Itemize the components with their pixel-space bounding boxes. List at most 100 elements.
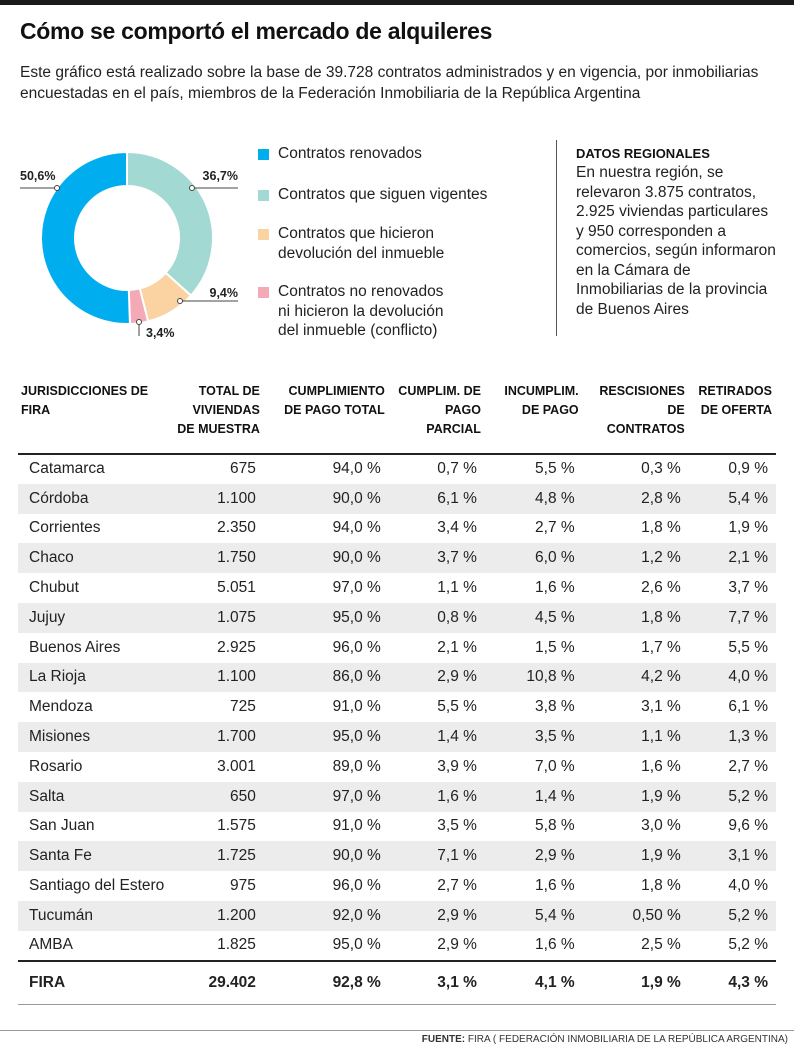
table-row: Santa Fe 1.725 90,0 % 7,1 % 2,9 % 1,9 % 3,1 % [18, 841, 776, 872]
vertical-divider [556, 140, 557, 336]
table-cell: 4,5 % [484, 602, 583, 633]
jurisdiction-name: Corrientes [29, 519, 101, 537]
table-row: Chaco 1.750 90,0 % 3,7 % 6,0 % 1,2 % 2,1 % [18, 543, 776, 574]
legend-label: Contratos no renovados ni hicieron la de… [278, 283, 444, 339]
table-cell: 1,8 % [641, 519, 681, 537]
bottom-rule [0, 1030, 794, 1031]
table-cell: 3,8 % [535, 698, 575, 716]
table-cell: 1,5 % [535, 638, 575, 656]
table-row: AMBA 1.825 95,0 % 2,9 % 1,6 % 2,5 % 5,2 % [18, 931, 776, 961]
table-cell: 0,7 % [437, 460, 477, 478]
table-cell: 2,8 % [582, 483, 689, 514]
top-rule [0, 0, 794, 5]
regional-text: En nuestra región, se relevaron 3.875 co… [576, 164, 776, 318]
table-cell: 1.825 [217, 936, 256, 954]
table-cell: 725 [230, 698, 256, 716]
table-cell: 2,9 % [388, 900, 485, 931]
table-cell: 3,9 % [437, 757, 477, 775]
table-row: Misiones 1.700 95,0 % 1,4 % 3,5 % 1,1 % 1,3 % [18, 722, 776, 752]
table-cell: 2,7 % [437, 877, 477, 895]
total-cell: FIRA [29, 973, 66, 991]
jurisdiction-name: Jujuy [18, 602, 173, 633]
table-cell: 1.750 [172, 543, 264, 574]
table-cell: 7,1 % [388, 841, 485, 872]
total-cell: 1,9 % [641, 973, 681, 991]
table-cell: 2,6 % [641, 579, 681, 597]
table-total-row: FIRA 29.402 92,8 % 3,1 % 4,1 % 1,9 % 4,3… [18, 960, 776, 1005]
table-row: Chubut 5.051 97,0 % 1,1 % 1,6 % 2,6 % 3,7 % [18, 573, 776, 603]
table-cell: 5.051 [217, 579, 256, 597]
regional-heading: DATOS REGIONALES [576, 146, 710, 161]
regional-box: DATOS REGIONALES En nuestra región, se r… [576, 146, 776, 319]
table-cell: 3,5 % [437, 817, 477, 835]
leader-dot [177, 298, 183, 304]
table-cell: 6,1 % [728, 698, 768, 716]
table-cell: 5,8 % [535, 817, 575, 835]
donut-slice [126, 150, 214, 297]
leader-dot [136, 319, 142, 325]
table-cell: 0,3 % [641, 460, 681, 478]
table-cell: 975 [230, 877, 256, 895]
table-cell: 5,4 % [484, 900, 583, 931]
jurisdiction-name: Córdoba [18, 483, 173, 514]
header-rescisiones: RESCISIONES DE CONTRATOS [599, 384, 685, 436]
table-cell: 1,9 % [582, 841, 689, 872]
legend-item: Contratos renovados [258, 144, 538, 164]
legend-item: Contratos que siguen vigentes [258, 185, 538, 205]
table-cell: 2,7 % [728, 757, 768, 775]
jurisdiction-name: Santa Fe [18, 841, 173, 872]
table-cell: 3,7 % [388, 543, 485, 574]
table-row: San Juan 1.575 91,0 % 3,5 % 5,8 % 3,0 % 9,6 % [18, 812, 776, 842]
header-incumplimiento: INCUMPLIM. DE PAGO [504, 384, 579, 417]
total-cell: 4,3 % [728, 973, 768, 991]
table-cell: 4,8 % [484, 483, 583, 514]
table-row: Tucumán 1.200 92,0 % 2,9 % 5,4 % 0,50 % 5,2 % [18, 900, 776, 931]
table-cell: 97,0 % [332, 579, 381, 597]
jurisdiction-name: San Juan [29, 817, 95, 835]
legend-swatch [258, 229, 269, 240]
table-cell: 1.100 [172, 483, 264, 514]
table-row: Córdoba 1.100 90,0 % 6,1 % 4,8 % 2,8 % 5,4 % [18, 483, 776, 514]
chart-legend: Contratos renovados Contratos que siguen … [258, 144, 538, 360]
table-cell: 91,0 % [332, 817, 381, 835]
table-row: Salta 650 97,0 % 1,6 % 1,4 % 1,9 % 5,2 % [18, 781, 776, 812]
table-cell: 1.700 [172, 722, 264, 752]
table-cell: 4,0 % [728, 877, 768, 895]
source-note: FUENTE: FIRA ( FEDERACIÓN INMOBILIARIA D… [422, 1034, 788, 1045]
legend-swatch [258, 287, 269, 298]
jurisdiction-name: Chubut [29, 579, 79, 597]
jurisdiction-name: Chaco [18, 543, 173, 574]
slice-label: 9,4% [210, 286, 239, 300]
table-cell: 1,6 % [388, 781, 485, 812]
table-cell: 2,7 % [535, 519, 575, 537]
header-cumplimiento-parcial: CUMPLIM. DE PAGO PARCIAL [398, 384, 481, 436]
table-cell: 7,0 % [535, 757, 575, 775]
table-cell: 5,5 % [535, 460, 575, 478]
table-cell: 94,0 % [332, 519, 381, 537]
source-text: FIRA ( FEDERACIÓN INMOBILIARIA DE LA REP… [467, 1034, 788, 1045]
table-cell: 6,0 % [484, 543, 583, 574]
table-cell: 5,2 % [688, 781, 776, 812]
table-cell: 94,0 % [332, 460, 381, 478]
legend-swatch [258, 149, 269, 160]
table-cell: 2,5 % [641, 936, 681, 954]
table-cell: 3,1 % [641, 698, 681, 716]
table-cell: 3,5 % [484, 722, 583, 752]
header-total-viviendas: TOTAL DE VIVIENDAS DE MUESTRA [177, 384, 260, 436]
table-cell: 2,9 % [388, 662, 485, 693]
jurisdictions-table: JURISDICCIONES DE FIRA TOTAL DE VIVIENDA… [18, 382, 776, 1005]
table-cell: 1,6 % [535, 936, 575, 954]
table-cell: 3,0 % [641, 817, 681, 835]
jurisdiction-name: Salta [18, 781, 173, 812]
jurisdiction-name: Buenos Aires [29, 638, 121, 656]
table-cell: 2,9 % [484, 841, 583, 872]
slice-label: 3,4% [146, 326, 175, 340]
table-cell: 7,7 % [688, 602, 776, 633]
table-cell: 90,0 % [263, 483, 389, 514]
table-row: Santiago del Estero 975 96,0 % 2,7 % 1,6 % 1,… [18, 871, 776, 901]
table-cell: 6,1 % [388, 483, 485, 514]
table-cell: 5,5 % [437, 698, 477, 716]
total-cell: 3,1 % [437, 973, 477, 991]
table-row: Rosario 3.001 89,0 % 3,9 % 7,0 % 1,6 % 2,7 % [18, 752, 776, 782]
table-cell: 95,0 % [263, 602, 389, 633]
